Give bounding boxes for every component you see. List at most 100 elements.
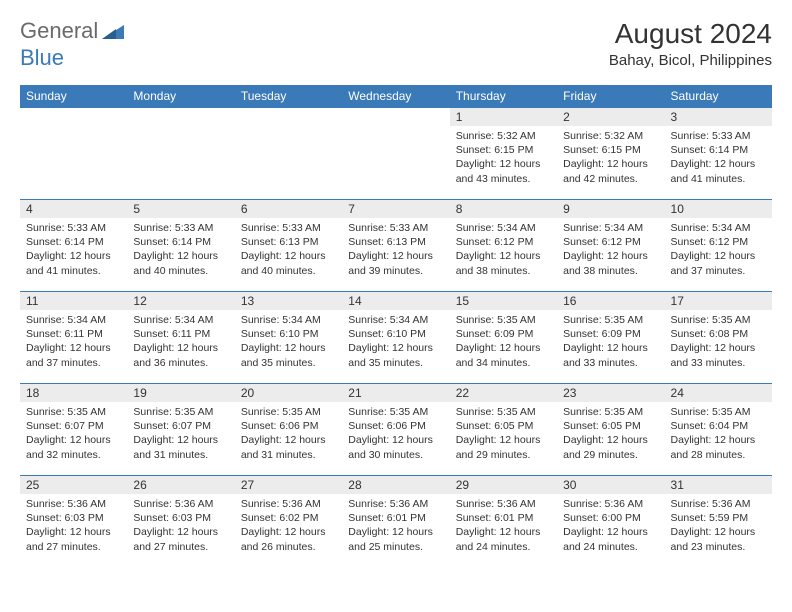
empty-day <box>20 107 127 126</box>
day-number: 29 <box>450 475 557 494</box>
day-info: Sunrise: 5:35 AMSunset: 6:06 PMDaylight:… <box>342 402 449 465</box>
day-info: Sunrise: 5:36 AMSunset: 6:01 PMDaylight:… <box>342 494 449 557</box>
calendar-cell <box>20 107 127 199</box>
calendar-body: 1Sunrise: 5:32 AMSunset: 6:15 PMDaylight… <box>20 107 772 567</box>
day-number: 1 <box>450 107 557 126</box>
day-info: Sunrise: 5:34 AMSunset: 6:10 PMDaylight:… <box>235 310 342 373</box>
calendar-cell: 17Sunrise: 5:35 AMSunset: 6:08 PMDayligh… <box>665 291 772 383</box>
day-info: Sunrise: 5:32 AMSunset: 6:15 PMDaylight:… <box>450 126 557 189</box>
calendar-week-row: 25Sunrise: 5:36 AMSunset: 6:03 PMDayligh… <box>20 475 772 567</box>
day-info: Sunrise: 5:35 AMSunset: 6:08 PMDaylight:… <box>665 310 772 373</box>
calendar-week-row: 1Sunrise: 5:32 AMSunset: 6:15 PMDaylight… <box>20 107 772 199</box>
day-number: 20 <box>235 383 342 402</box>
calendar-week-row: 11Sunrise: 5:34 AMSunset: 6:11 PMDayligh… <box>20 291 772 383</box>
calendar-cell: 4Sunrise: 5:33 AMSunset: 6:14 PMDaylight… <box>20 199 127 291</box>
day-info: Sunrise: 5:36 AMSunset: 6:03 PMDaylight:… <box>127 494 234 557</box>
calendar-cell: 25Sunrise: 5:36 AMSunset: 6:03 PMDayligh… <box>20 475 127 567</box>
day-number: 19 <box>127 383 234 402</box>
calendar-cell: 3Sunrise: 5:33 AMSunset: 6:14 PMDaylight… <box>665 107 772 199</box>
day-number: 28 <box>342 475 449 494</box>
calendar-cell: 11Sunrise: 5:34 AMSunset: 6:11 PMDayligh… <box>20 291 127 383</box>
calendar-cell <box>342 107 449 199</box>
day-number: 16 <box>557 291 664 310</box>
month-title: August 2024 <box>609 18 772 50</box>
day-info: Sunrise: 5:33 AMSunset: 6:14 PMDaylight:… <box>665 126 772 189</box>
day-number: 7 <box>342 199 449 218</box>
calendar-cell: 9Sunrise: 5:34 AMSunset: 6:12 PMDaylight… <box>557 199 664 291</box>
calendar-cell: 30Sunrise: 5:36 AMSunset: 6:00 PMDayligh… <box>557 475 664 567</box>
day-number: 13 <box>235 291 342 310</box>
calendar-cell: 27Sunrise: 5:36 AMSunset: 6:02 PMDayligh… <box>235 475 342 567</box>
day-number: 8 <box>450 199 557 218</box>
day-number: 2 <box>557 107 664 126</box>
day-number: 3 <box>665 107 772 126</box>
calendar-week-row: 18Sunrise: 5:35 AMSunset: 6:07 PMDayligh… <box>20 383 772 475</box>
day-info: Sunrise: 5:34 AMSunset: 6:11 PMDaylight:… <box>127 310 234 373</box>
day-info: Sunrise: 5:34 AMSunset: 6:12 PMDaylight:… <box>665 218 772 281</box>
calendar-cell: 28Sunrise: 5:36 AMSunset: 6:01 PMDayligh… <box>342 475 449 567</box>
day-info: Sunrise: 5:36 AMSunset: 6:03 PMDaylight:… <box>20 494 127 557</box>
day-header: Monday <box>127 85 234 107</box>
day-number: 23 <box>557 383 664 402</box>
day-header: Thursday <box>450 85 557 107</box>
calendar-cell: 8Sunrise: 5:34 AMSunset: 6:12 PMDaylight… <box>450 199 557 291</box>
day-number: 14 <box>342 291 449 310</box>
logo-triangle-icon <box>102 21 124 42</box>
day-header-row: SundayMondayTuesdayWednesdayThursdayFrid… <box>20 85 772 107</box>
calendar-cell: 18Sunrise: 5:35 AMSunset: 6:07 PMDayligh… <box>20 383 127 475</box>
calendar-cell: 19Sunrise: 5:35 AMSunset: 6:07 PMDayligh… <box>127 383 234 475</box>
logo: General <box>20 18 126 44</box>
calendar-cell: 31Sunrise: 5:36 AMSunset: 5:59 PMDayligh… <box>665 475 772 567</box>
calendar-cell: 6Sunrise: 5:33 AMSunset: 6:13 PMDaylight… <box>235 199 342 291</box>
calendar-page: General August 2024 Bahay, Bicol, Philip… <box>0 0 792 567</box>
logo-text-blue: Blue <box>20 45 64 71</box>
day-info: Sunrise: 5:34 AMSunset: 6:12 PMDaylight:… <box>450 218 557 281</box>
calendar-cell: 14Sunrise: 5:34 AMSunset: 6:10 PMDayligh… <box>342 291 449 383</box>
day-info: Sunrise: 5:36 AMSunset: 5:59 PMDaylight:… <box>665 494 772 557</box>
day-info: Sunrise: 5:32 AMSunset: 6:15 PMDaylight:… <box>557 126 664 189</box>
calendar-cell: 26Sunrise: 5:36 AMSunset: 6:03 PMDayligh… <box>127 475 234 567</box>
day-info: Sunrise: 5:36 AMSunset: 6:02 PMDaylight:… <box>235 494 342 557</box>
day-number: 10 <box>665 199 772 218</box>
empty-day <box>342 107 449 126</box>
day-number: 24 <box>665 383 772 402</box>
calendar-cell: 2Sunrise: 5:32 AMSunset: 6:15 PMDaylight… <box>557 107 664 199</box>
day-header: Wednesday <box>342 85 449 107</box>
calendar-cell: 24Sunrise: 5:35 AMSunset: 6:04 PMDayligh… <box>665 383 772 475</box>
day-info: Sunrise: 5:34 AMSunset: 6:10 PMDaylight:… <box>342 310 449 373</box>
day-info: Sunrise: 5:36 AMSunset: 6:00 PMDaylight:… <box>557 494 664 557</box>
day-number: 5 <box>127 199 234 218</box>
day-info: Sunrise: 5:35 AMSunset: 6:09 PMDaylight:… <box>557 310 664 373</box>
calendar-cell: 7Sunrise: 5:33 AMSunset: 6:13 PMDaylight… <box>342 199 449 291</box>
calendar-cell: 20Sunrise: 5:35 AMSunset: 6:06 PMDayligh… <box>235 383 342 475</box>
day-info: Sunrise: 5:34 AMSunset: 6:12 PMDaylight:… <box>557 218 664 281</box>
logo-text-general: General <box>20 18 98 44</box>
day-header: Tuesday <box>235 85 342 107</box>
calendar-cell <box>127 107 234 199</box>
day-number: 21 <box>342 383 449 402</box>
empty-day <box>235 107 342 126</box>
calendar-cell <box>235 107 342 199</box>
day-info: Sunrise: 5:35 AMSunset: 6:04 PMDaylight:… <box>665 402 772 465</box>
calendar-cell: 23Sunrise: 5:35 AMSunset: 6:05 PMDayligh… <box>557 383 664 475</box>
day-number: 22 <box>450 383 557 402</box>
location: Bahay, Bicol, Philippines <box>609 52 772 69</box>
day-number: 11 <box>20 291 127 310</box>
day-number: 18 <box>20 383 127 402</box>
day-number: 30 <box>557 475 664 494</box>
calendar-week-row: 4Sunrise: 5:33 AMSunset: 6:14 PMDaylight… <box>20 199 772 291</box>
day-info: Sunrise: 5:33 AMSunset: 6:13 PMDaylight:… <box>342 218 449 281</box>
calendar-cell: 22Sunrise: 5:35 AMSunset: 6:05 PMDayligh… <box>450 383 557 475</box>
day-number: 4 <box>20 199 127 218</box>
day-info: Sunrise: 5:35 AMSunset: 6:07 PMDaylight:… <box>20 402 127 465</box>
day-info: Sunrise: 5:35 AMSunset: 6:05 PMDaylight:… <box>450 402 557 465</box>
calendar-cell: 10Sunrise: 5:34 AMSunset: 6:12 PMDayligh… <box>665 199 772 291</box>
calendar-table: SundayMondayTuesdayWednesdayThursdayFrid… <box>20 85 772 567</box>
day-info: Sunrise: 5:36 AMSunset: 6:01 PMDaylight:… <box>450 494 557 557</box>
calendar-cell: 29Sunrise: 5:36 AMSunset: 6:01 PMDayligh… <box>450 475 557 567</box>
calendar-cell: 15Sunrise: 5:35 AMSunset: 6:09 PMDayligh… <box>450 291 557 383</box>
day-info: Sunrise: 5:35 AMSunset: 6:06 PMDaylight:… <box>235 402 342 465</box>
day-number: 6 <box>235 199 342 218</box>
empty-day <box>127 107 234 126</box>
calendar-cell: 5Sunrise: 5:33 AMSunset: 6:14 PMDaylight… <box>127 199 234 291</box>
